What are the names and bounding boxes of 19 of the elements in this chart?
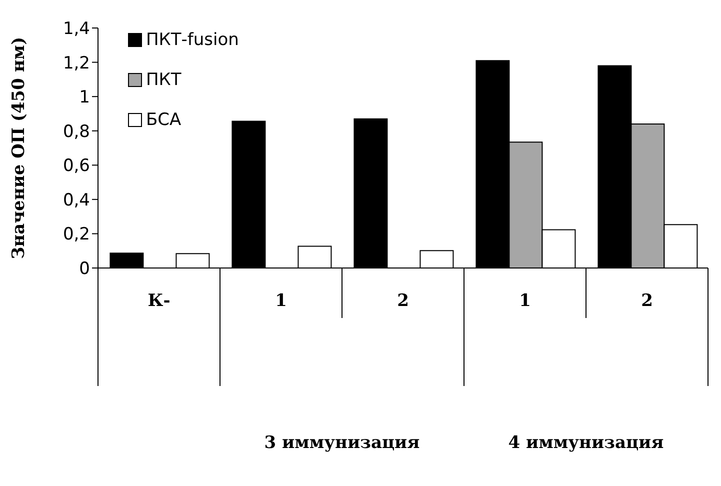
legend-label: БСА (146, 110, 182, 130)
text: 3 иммунизация (263, 433, 421, 453)
y-tick-label: 0,8 (62, 122, 90, 142)
y-axis-title: Значение ОП (450 нм) (9, 36, 30, 260)
text: 4 иммунизация (507, 433, 665, 453)
x-tick-label: К- (148, 291, 170, 311)
y-tick-label: 0,2 (62, 224, 90, 245)
x-tick-label: 2 (641, 291, 653, 311)
x-tick-label: 2 (397, 291, 409, 311)
y-tick-label: 0,6 (62, 156, 90, 176)
legend-label: ПКТ (146, 70, 182, 90)
y-tick-label: 1,2 (62, 53, 90, 74)
legend-label: ПКТ-fusion (146, 30, 239, 50)
y-tick-label: 0 (79, 259, 90, 280)
x-tick-label: 1 (519, 291, 531, 311)
y-tick-label: 1,4 (62, 19, 90, 40)
y-tick-label: 1 (79, 88, 90, 108)
x-tick-label: 1 (275, 291, 287, 311)
y-tick-label: 0,4 (62, 190, 90, 210)
